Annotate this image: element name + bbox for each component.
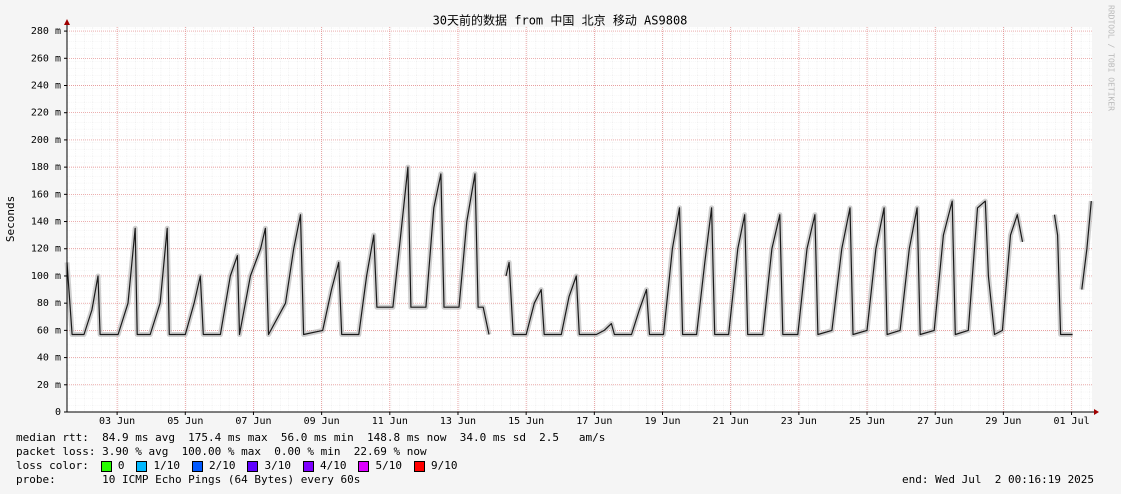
loss-label: 3/10 [264, 459, 291, 472]
loss-swatch [413, 460, 425, 472]
x-tick-label: 03 Jun [99, 416, 135, 427]
loss-swatch [191, 460, 203, 472]
x-tick-label: 23 Jun [781, 416, 817, 427]
y-tick-label: 40 m [37, 353, 61, 364]
x-tick-label: 11 Jun [372, 416, 408, 427]
end-time: end: Wed Jul 2 00:16:19 2025 [902, 473, 1095, 486]
y-tick-label: 140 m [31, 217, 61, 228]
y-tick-label: 260 m [31, 53, 61, 64]
y-tick-label: 160 m [31, 189, 61, 200]
y-tick-label: 20 m [37, 380, 61, 391]
x-arrow [1094, 409, 1099, 415]
x-tick-label: 05 Jun [167, 416, 203, 427]
loss-label: 4/10 [319, 459, 347, 472]
y-tick-label: 120 m [31, 244, 61, 255]
y-tick-label: 200 m [31, 135, 61, 146]
y-tick-label: 80 m [37, 298, 61, 309]
x-tick-label: 07 Jun [235, 416, 271, 427]
loss-label: 2/10 [208, 459, 236, 472]
loss-swatch [358, 460, 370, 472]
x-tick-label: 25 Jun [849, 416, 885, 427]
probe: probe: 10 ICMP Echo Pings (64 Bytes) eve… [16, 473, 361, 486]
y-tick-label: 0 [55, 407, 61, 418]
loss-swatch [247, 460, 259, 472]
x-tick-label: 13 Jun [440, 416, 476, 427]
loss-label: 1/10 [153, 459, 180, 472]
x-tick-label: 19 Jun [644, 416, 680, 427]
loss-swatch [302, 460, 314, 472]
chart: 30天前的数据 from 中国 北京 移动 AS9808 Seconds RRD… [4, 5, 1116, 427]
x-tick-label: 17 Jun [576, 416, 612, 427]
packet-loss: packet loss: 3.90 % avg 100.00 % max 0.0… [16, 445, 427, 458]
x-tick-label: 27 Jun [917, 416, 953, 427]
loss-swatch [100, 460, 112, 472]
median-line [66, 166, 1092, 336]
minor-grid [67, 27, 1092, 412]
y-tick-label: 280 m [31, 26, 61, 37]
y-tick-label: 100 m [31, 271, 61, 282]
median-rtt: median rtt: 84.9 ms avg 175.4 ms max 56.… [16, 431, 606, 444]
loss-swatch [136, 460, 148, 472]
y-arrow [64, 19, 70, 25]
y-tick-label: 180 m [31, 162, 61, 173]
x-tick-label: 15 Jun [508, 416, 544, 427]
chart-title: 30天前的数据 from 中国 北京 移动 AS9808 [433, 13, 688, 28]
loss-color-label: loss color: [16, 459, 89, 472]
x-tick-label: 09 Jun [304, 416, 340, 427]
x-tick-label: 21 Jun [713, 416, 749, 427]
y-tick-label: 240 m [31, 80, 61, 91]
y-tick-label: 220 m [31, 108, 61, 119]
watermark: RRDTOOL / TOBI OETIKER [1107, 5, 1116, 111]
x-tick-label: 29 Jun [985, 416, 1021, 427]
y-tick-label: 60 m [37, 325, 61, 336]
x-tick-label: 01 Jul [1053, 416, 1089, 427]
loss-label: 9/10 [430, 459, 458, 472]
loss-label: 0 [117, 459, 125, 472]
loss-label: 5/10 [375, 459, 402, 472]
y-axis-label: Seconds [4, 196, 17, 242]
loss-colors: loss color: 0 1/10 2/10 3/10 4/10 5/10 9/10 [16, 459, 457, 473]
